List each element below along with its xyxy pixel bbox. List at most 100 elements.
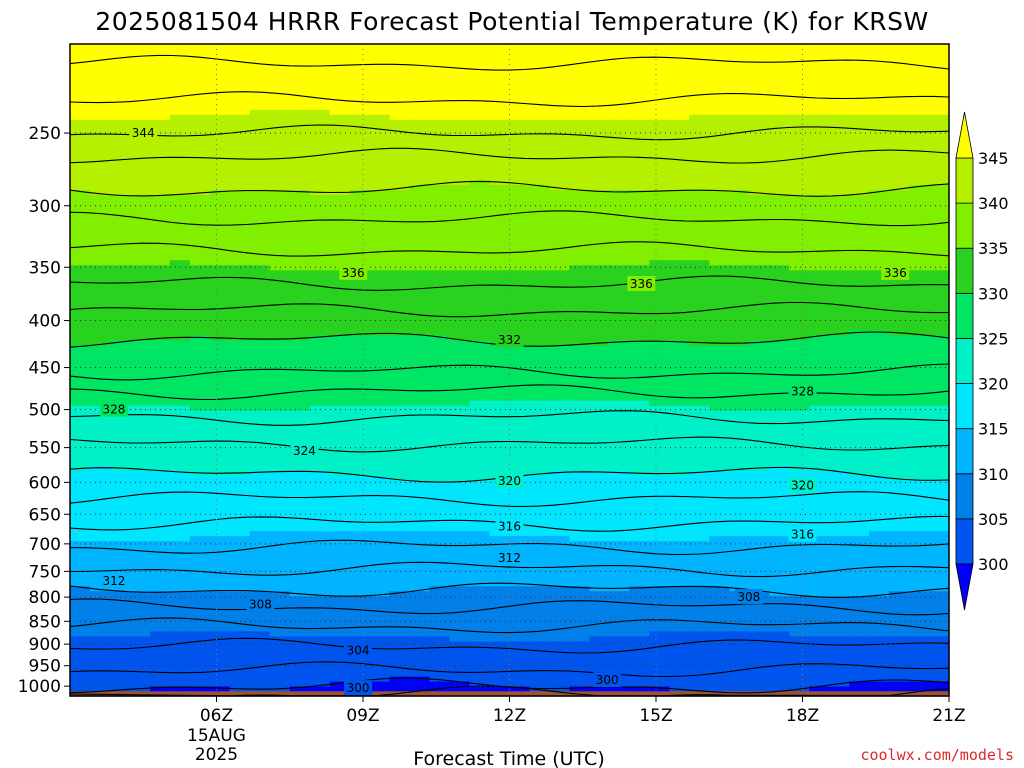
shade-cell bbox=[669, 515, 690, 522]
shade-cell bbox=[769, 104, 790, 110]
shade-cell bbox=[89, 49, 111, 55]
shade-cell bbox=[369, 565, 391, 572]
shade-cell bbox=[429, 485, 451, 491]
shade-cell bbox=[789, 139, 810, 145]
shade-cell bbox=[549, 555, 571, 562]
shade-cell bbox=[349, 545, 371, 552]
shade-cell bbox=[749, 204, 770, 211]
shade-cell bbox=[369, 339, 391, 346]
shade-cell bbox=[389, 229, 411, 236]
shade-cell bbox=[349, 214, 371, 221]
shade-cell bbox=[349, 580, 371, 587]
shade-cell bbox=[629, 329, 650, 336]
shade-cell bbox=[669, 344, 690, 351]
shade-cell bbox=[89, 535, 111, 542]
shade-cell bbox=[269, 480, 291, 486]
shade-cell bbox=[789, 645, 810, 652]
shade-cell bbox=[729, 244, 750, 251]
shade-cell bbox=[389, 279, 411, 286]
shade-cell bbox=[549, 349, 571, 356]
shade-cell bbox=[289, 380, 311, 386]
shade-cell bbox=[149, 299, 171, 306]
shade-cell bbox=[729, 665, 750, 672]
shade-cell bbox=[489, 545, 511, 552]
shade-cell bbox=[609, 625, 630, 632]
shade-cell bbox=[709, 405, 730, 411]
shade-cell bbox=[229, 154, 251, 160]
shade-cell bbox=[769, 354, 790, 361]
shade-cell bbox=[649, 204, 670, 211]
shade-cell bbox=[269, 575, 291, 582]
shade-cell bbox=[689, 59, 710, 65]
shade-cell bbox=[189, 294, 211, 301]
shade-cell bbox=[329, 129, 351, 135]
shade-cell bbox=[149, 580, 171, 587]
shade-cell bbox=[469, 79, 491, 85]
shade-cell bbox=[769, 660, 790, 667]
shade-cell bbox=[129, 49, 151, 55]
shade-cell bbox=[829, 600, 850, 607]
shade-cell bbox=[89, 234, 111, 241]
shade-cell bbox=[229, 314, 251, 321]
shade-cell bbox=[369, 279, 391, 286]
shade-cell bbox=[569, 550, 591, 557]
shade-cell bbox=[70, 49, 91, 55]
shade-cell bbox=[309, 269, 331, 276]
shade-cell bbox=[269, 420, 291, 426]
shade-cell bbox=[149, 219, 171, 226]
shade-cell bbox=[89, 299, 111, 306]
shade-cell bbox=[589, 475, 610, 481]
shade-cell bbox=[709, 585, 730, 592]
shade-cell bbox=[89, 490, 111, 496]
shade-cell bbox=[589, 289, 610, 296]
shade-cell bbox=[689, 470, 710, 476]
shade-cell bbox=[369, 460, 391, 466]
shade-cell bbox=[189, 289, 211, 296]
shade-cell bbox=[589, 184, 610, 191]
shade-cell bbox=[649, 149, 670, 155]
shade-cell bbox=[309, 410, 331, 416]
shade-cell bbox=[229, 54, 251, 60]
shade-cell bbox=[329, 354, 351, 361]
shade-cell bbox=[289, 495, 311, 501]
shade-cell bbox=[409, 650, 431, 657]
shade-cell bbox=[809, 174, 830, 181]
shade-cell bbox=[789, 89, 810, 95]
shade-cell bbox=[89, 284, 111, 291]
shade-cell bbox=[169, 545, 191, 552]
shade-cell bbox=[709, 560, 730, 567]
shade-cell bbox=[789, 610, 810, 617]
shade-cell bbox=[129, 505, 151, 512]
shade-cell bbox=[509, 79, 531, 85]
shade-cell bbox=[489, 224, 511, 231]
shade-cell bbox=[349, 309, 371, 316]
shade-cell bbox=[249, 375, 271, 381]
shade-cell bbox=[489, 169, 511, 175]
shade-cell bbox=[70, 390, 91, 396]
shade-cell bbox=[70, 304, 91, 311]
shade-cell bbox=[649, 299, 670, 306]
shade-cell bbox=[629, 445, 650, 451]
shade-cell bbox=[749, 334, 770, 341]
shade-cell bbox=[209, 550, 231, 557]
shade-cell bbox=[369, 254, 391, 261]
shade-cell bbox=[169, 169, 191, 175]
shade-cell bbox=[229, 465, 251, 471]
shade-cell bbox=[789, 119, 810, 125]
shade-cell bbox=[709, 314, 730, 321]
shade-cell bbox=[809, 54, 830, 60]
shade-cell bbox=[449, 415, 471, 421]
shade-cell bbox=[289, 470, 311, 476]
shade-cell bbox=[609, 184, 630, 191]
shade-cell bbox=[809, 244, 830, 251]
shade-cell bbox=[169, 254, 191, 261]
shade-cell bbox=[129, 465, 151, 471]
shade-cell bbox=[129, 329, 151, 336]
shade-cell bbox=[749, 359, 770, 366]
shade-cell bbox=[789, 239, 810, 246]
shade-cell bbox=[149, 209, 171, 216]
shade-cell bbox=[569, 380, 591, 386]
shade-cell bbox=[229, 184, 251, 191]
shade-cell bbox=[529, 119, 551, 125]
shade-cell bbox=[229, 485, 251, 491]
